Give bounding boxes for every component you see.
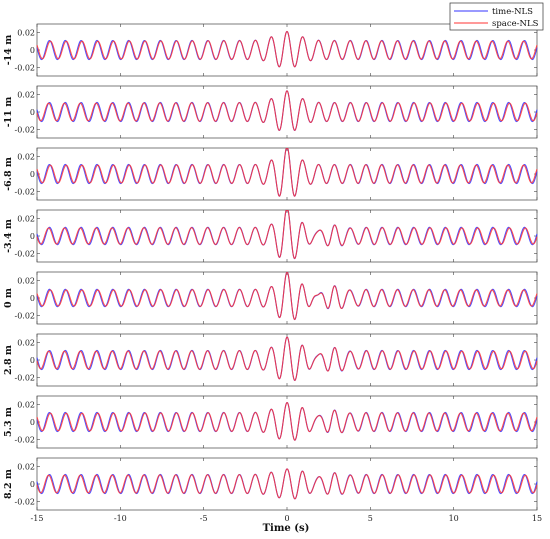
panel-6: 2.8 m0.02 0 -0.02: [3, 333, 538, 387]
series-line-space-nls: [36, 147, 538, 197]
panel-3: -6.8 m 0.02 0 -0.02: [3, 147, 538, 201]
series-line-time-nls: [36, 147, 538, 197]
y-tick-label: 0.02: [17, 277, 35, 286]
panel-7: 5.3 m0.02 0 -0.02: [3, 395, 538, 449]
panels-group: -14 m0.020-0.02-11 m0.020-0.02-6.8 m 0.02…: [3, 23, 538, 511]
series-line-space-nls: [36, 271, 538, 321]
x-tick-label: 10: [449, 514, 459, 523]
series-line-time-nls: [36, 271, 538, 321]
y-tick-label: 0: [30, 46, 35, 55]
x-axis-label: Time (s): [263, 523, 310, 534]
legend-label-time-nls: time-NLS: [492, 7, 533, 17]
series-line-space-nls: [36, 209, 538, 260]
series-line-time-nls: [36, 90, 538, 132]
y-tick-label: 0: [30, 294, 35, 303]
panel-label: 5.3 m: [3, 407, 14, 437]
series-line-time-nls: [36, 209, 538, 260]
y-tick-label: 0.02: [17, 215, 35, 224]
panel-label: -11 m: [3, 97, 14, 128]
panel-label: -3.4 m: [3, 219, 14, 253]
series-line-space-nls: [36, 336, 538, 381]
panel-frame: [36, 271, 538, 325]
x-axis: -15 -10 -5 0 5 10 15: [31, 514, 543, 523]
legend-box: [449, 2, 544, 31]
panel-2: -11 m0.02 0 -0.02: [3, 85, 538, 139]
series-line-time-nls: [36, 468, 538, 500]
series-line-space-nls: [36, 90, 538, 131]
y-tick-label: 0: [30, 418, 35, 427]
y-tick-label: -0.02: [14, 249, 35, 258]
y-tick-label: -0.02: [14, 311, 35, 320]
panel-frame: [36, 147, 538, 201]
panel-frame: [36, 209, 538, 263]
x-tick-label: 0: [284, 514, 289, 523]
y-tick-label: -0.02: [14, 373, 35, 382]
x-tick-label: -5: [200, 514, 208, 523]
y-tick-label: 0: [30, 232, 35, 241]
y-tick-label: 0.02: [17, 91, 35, 100]
panel-frame: [36, 333, 538, 387]
legend: time-NLS space-NLS: [449, 2, 544, 31]
panel-frame: [36, 85, 538, 139]
panel-frame: [36, 395, 538, 449]
x-tick-label: -10: [114, 514, 127, 523]
series-line-time-nls: [36, 336, 538, 381]
y-tick-label: -0.02: [14, 125, 35, 134]
y-tick-label: 0.02: [17, 339, 35, 348]
panel-label: 2.8 m: [3, 345, 14, 375]
panel-label: -6.8 m: [3, 157, 14, 191]
panel-1: -14 m0.02 0 -0.02: [3, 23, 538, 77]
y-tick-label: -0.02: [14, 435, 35, 444]
y-tick-label: 0.02: [17, 401, 35, 410]
series-line-time-nls: [36, 30, 538, 68]
panel-label: -14 m: [3, 35, 14, 66]
y-tick-label: -0.02: [14, 187, 35, 196]
panel-8: 8.2 m0.02 0 -0.02: [3, 457, 538, 511]
panel-label: 8.2 m: [3, 469, 14, 499]
x-tick-label: 15: [532, 514, 542, 523]
panel-frame: [36, 457, 538, 511]
series-line-space-nls: [36, 30, 538, 68]
x-tick-label: -15: [31, 514, 44, 523]
y-tick-label: -0.02: [14, 497, 35, 506]
series-line-space-nls: [36, 402, 538, 441]
series-line-space-nls: [36, 468, 538, 500]
y-tick-label: 0: [30, 170, 35, 179]
y-tick-label: 0.02: [17, 463, 35, 472]
y-tick-label: 0.02: [17, 29, 35, 38]
series-line-time-nls: [36, 402, 538, 441]
y-tick-label: 0: [30, 356, 35, 365]
panel-4: -3.4 m 0.02 0 -0.02: [3, 209, 538, 263]
panel-5: 0 m0.02 0 -0.02: [3, 271, 538, 325]
y-tick-label: -0.02: [14, 63, 35, 72]
panel-label: 0 m: [3, 288, 14, 308]
y-tick-label: 0: [30, 480, 35, 489]
legend-label-space-nls: space-NLS: [492, 19, 539, 29]
y-tick-label: 0: [30, 108, 35, 117]
x-tick-label: 5: [368, 514, 373, 523]
y-tick-label: 0.02: [17, 153, 35, 162]
